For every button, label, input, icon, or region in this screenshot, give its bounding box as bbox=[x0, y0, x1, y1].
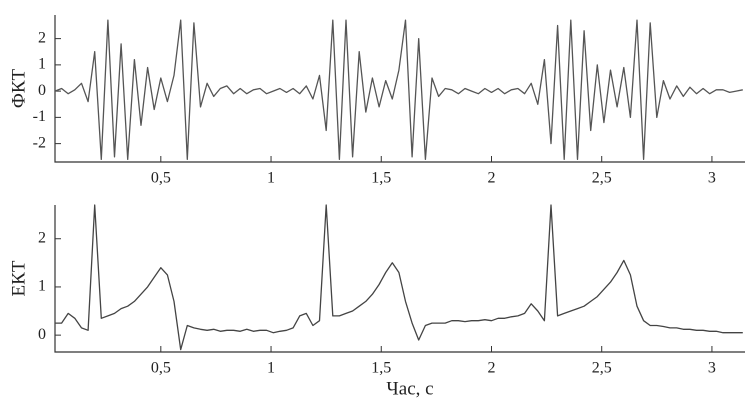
y-tick-label: 1 bbox=[38, 278, 46, 295]
x-tick-label: 3 bbox=[708, 170, 716, 187]
x-axis-label: Час, с bbox=[386, 378, 433, 399]
signal-line bbox=[54, 19, 743, 161]
x-tick-label: 0,5 bbox=[151, 170, 171, 187]
y-tick-label: 2 bbox=[38, 229, 46, 246]
x-tick-label: 3 bbox=[708, 360, 716, 377]
x-tick-label: 1,5 bbox=[371, 360, 391, 377]
x-tick-label: 2,5 bbox=[592, 360, 612, 377]
x-tick-label: 1,5 bbox=[371, 170, 391, 187]
y-tick-label: 0 bbox=[38, 82, 46, 99]
axis-line bbox=[54, 15, 745, 163]
x-tick-label: 2,5 bbox=[592, 170, 612, 187]
x-tick-label: 1 bbox=[267, 170, 275, 187]
y-tick-label: 0 bbox=[38, 326, 46, 343]
y-axis-label: ЕКТ bbox=[8, 260, 29, 296]
axis-line bbox=[54, 205, 745, 353]
y-axis-label: ФКТ bbox=[8, 68, 29, 108]
signal-line bbox=[55, 204, 743, 351]
y-tick-label: 1 bbox=[38, 56, 46, 73]
x-tick-label: 2 bbox=[487, 360, 495, 377]
y-tick-label: -1 bbox=[33, 108, 46, 125]
x-tick-label: 2 bbox=[487, 170, 495, 187]
y-tick-label: -2 bbox=[33, 134, 46, 151]
y-tick-label: 2 bbox=[38, 29, 46, 46]
x-tick-label: 1 bbox=[267, 360, 275, 377]
x-tick-label: 0,5 bbox=[151, 360, 171, 377]
